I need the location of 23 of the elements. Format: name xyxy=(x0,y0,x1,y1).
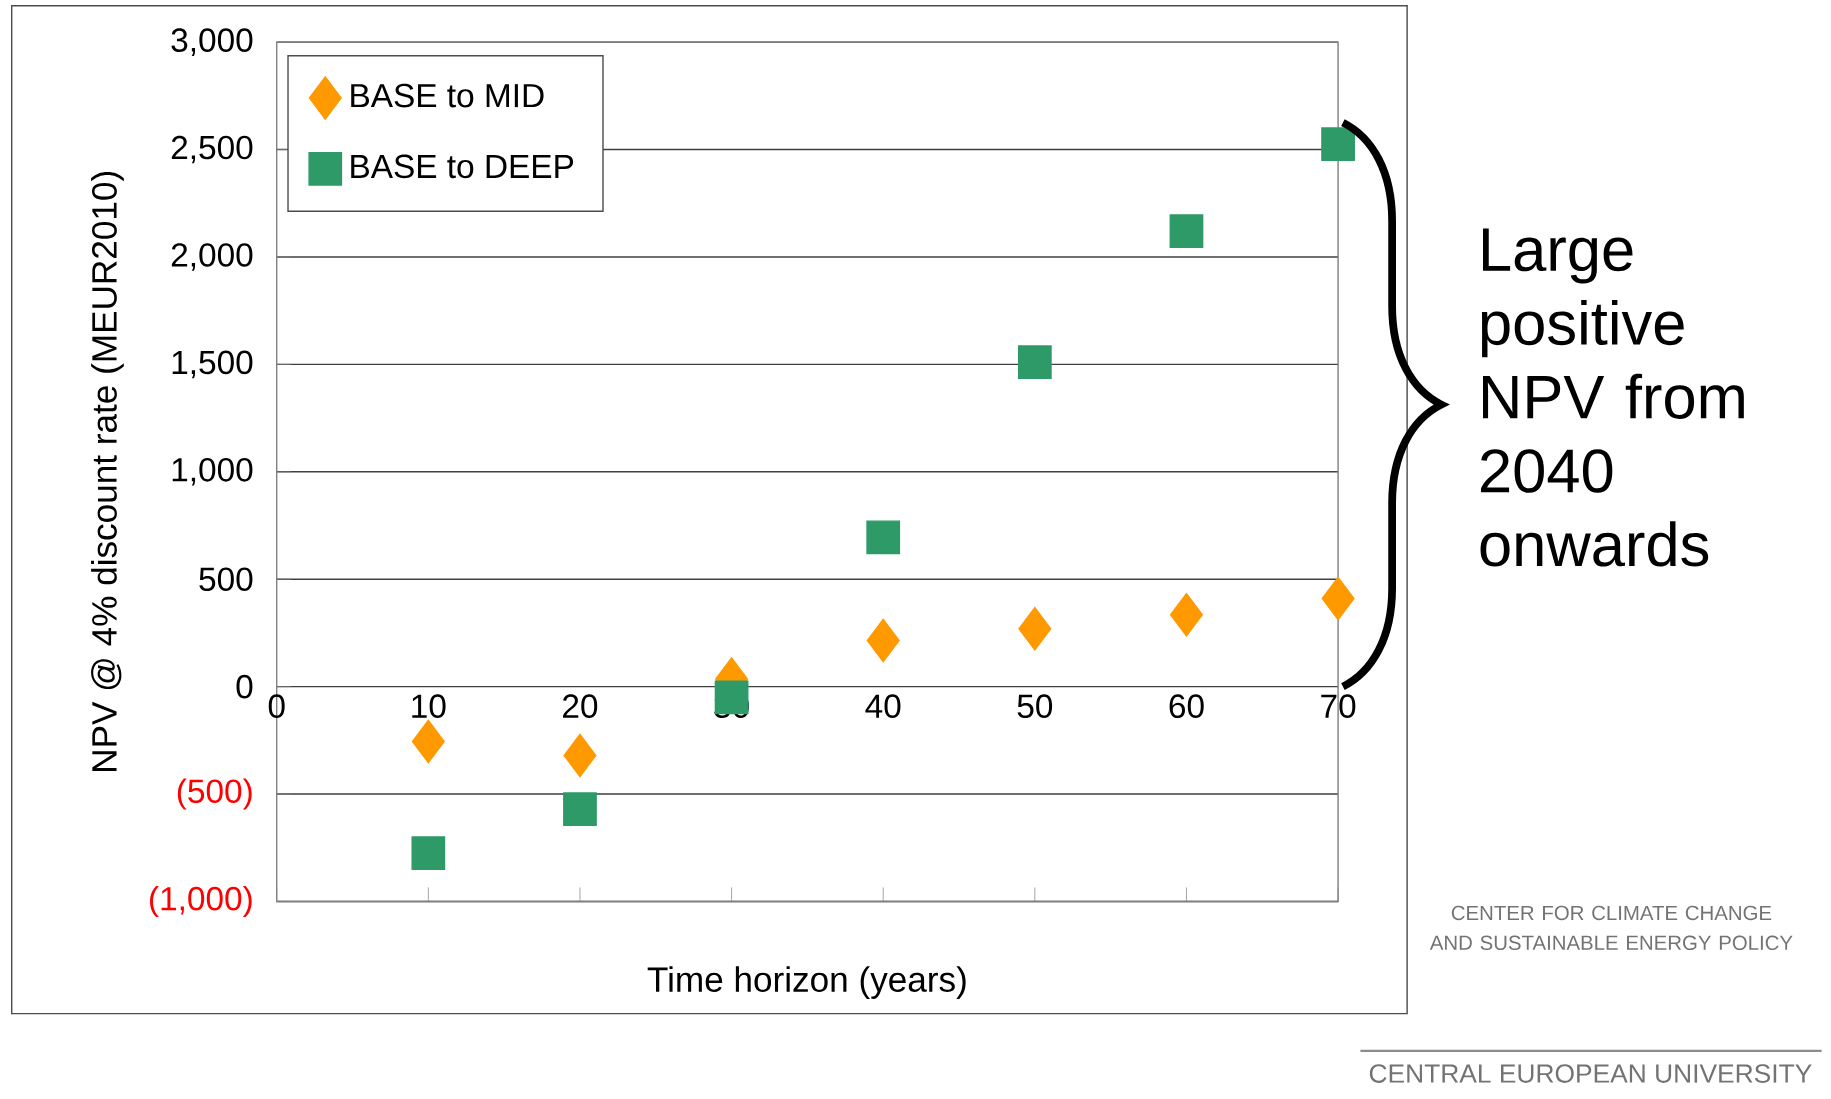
legend-label: BASE to DEEP xyxy=(351,154,574,179)
y-tick-label: 2,500 xyxy=(171,135,253,164)
text: CENTRAL EUROPEAN UNIVERSITY xyxy=(1369,1064,1812,1083)
y-tick-label: 2,000 xyxy=(171,243,253,271)
y-tick-label: 1,000 xyxy=(172,458,253,486)
y-tick-label: 3,000 xyxy=(171,28,253,57)
x-tick-label: 40 xyxy=(865,694,901,719)
x-tick-label: 60 xyxy=(1169,694,1204,719)
y-axis-title: NPV @ 4% discount rate (MEUR2010) xyxy=(91,172,124,772)
x-tick-label: 0 xyxy=(268,694,285,719)
text: CENTER FOR CLIMATE CHANGE AND SUSTAINABLE ENERGY POLICY xyxy=(1429,905,1793,951)
text: Large positive NPV from 2040 onwards xyxy=(1480,228,1744,567)
legend-label: BASE to MID xyxy=(351,83,544,108)
x-tick-label: 10 xyxy=(412,694,446,719)
y-tick-label: (1,000) xyxy=(150,886,252,918)
x-axis-title: Time horizon (years) xyxy=(647,966,966,999)
x-tick-label: 50 xyxy=(1017,694,1053,719)
x-tick-label: 20 xyxy=(563,694,598,719)
y-tick-label: (500) xyxy=(177,778,252,810)
x-tick-label: 70 xyxy=(1321,694,1356,719)
y-tick-label: 1,500 xyxy=(172,350,253,379)
y-tick-label: 0 xyxy=(236,674,253,699)
y-tick-label: 500 xyxy=(199,567,253,592)
